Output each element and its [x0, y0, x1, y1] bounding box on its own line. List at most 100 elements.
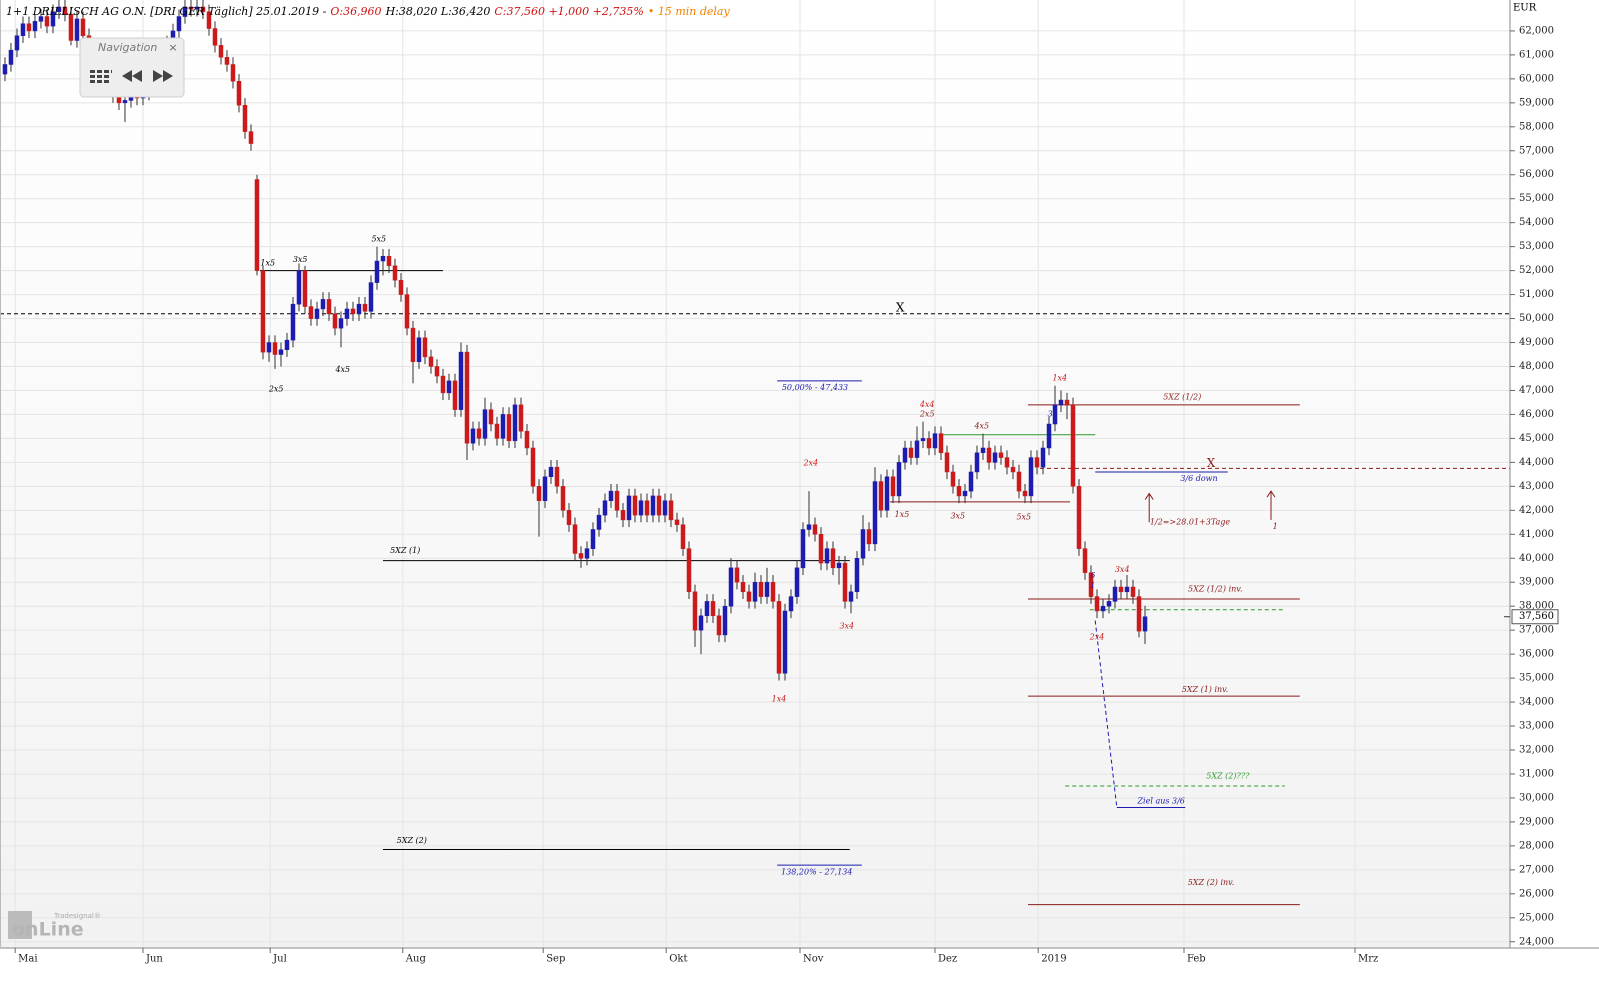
- candle-body: [80, 18, 86, 36]
- candle-body: [446, 380, 452, 394]
- y-tick-label: 37,000: [1519, 625, 1554, 636]
- y-tick-label: 27,000: [1519, 864, 1554, 875]
- rewind-button[interactable]: [122, 70, 142, 82]
- candle-body: [308, 306, 314, 319]
- candle-body: [626, 495, 632, 521]
- candle-body: [248, 131, 254, 144]
- candle-body: [1028, 457, 1034, 497]
- candle-body: [530, 447, 536, 487]
- candle-body: [1016, 471, 1022, 492]
- candle-body: [1064, 399, 1070, 406]
- y-tick-label: 40,000: [1519, 553, 1554, 564]
- candle-body: [14, 35, 20, 51]
- candle-body: [2, 64, 8, 75]
- candle-body: [536, 486, 542, 501]
- candle-body: [680, 524, 686, 549]
- y-tick-label: 35,000: [1519, 673, 1554, 684]
- y-tick-label: 45,000: [1519, 433, 1554, 444]
- annotation: 6: [1090, 571, 1095, 580]
- candle-body: [422, 337, 428, 358]
- candle-body: [638, 500, 644, 516]
- annotation: 1x5: [895, 510, 910, 519]
- y-tick-label: 59,000: [1519, 97, 1554, 108]
- navigation-close[interactable]: ×: [168, 41, 177, 54]
- annotation: 3/6 down: [1180, 474, 1217, 483]
- candle-body: [206, 11, 212, 29]
- candle-body: [692, 591, 698, 631]
- candle-body: [182, 6, 188, 17]
- candle-body: [968, 471, 974, 492]
- candle-body: [392, 265, 398, 281]
- candle-body: [662, 500, 668, 516]
- candle-body: [1118, 586, 1124, 593]
- candle-body: [686, 548, 692, 593]
- candle-body: [854, 558, 860, 593]
- annotation: 5x5: [371, 234, 386, 243]
- x-tick-label: Sep: [546, 954, 565, 965]
- last-price-box: [1511, 609, 1559, 625]
- candle-body: [524, 430, 530, 449]
- forward-button[interactable]: [153, 70, 173, 82]
- plot-background: [0, 0, 1510, 948]
- x-tick-label: Nov: [803, 954, 824, 965]
- y-tick-label: 46,000: [1519, 409, 1554, 420]
- candle-body: [224, 57, 230, 65]
- candle-body: [650, 495, 656, 516]
- candle-body: [668, 500, 674, 521]
- candle-body: [188, 6, 194, 10]
- y-unit: EUR: [1513, 3, 1537, 14]
- header-part: • 15 min delay: [648, 5, 731, 18]
- candle-body: [914, 440, 920, 458]
- candle-body: [938, 433, 944, 454]
- x-tick-label: Jul: [272, 954, 287, 965]
- candle-body: [842, 562, 848, 602]
- y-tick-label: 48,000: [1519, 361, 1554, 372]
- candle-body: [1136, 596, 1142, 632]
- y-tick-label: 43,000: [1519, 481, 1554, 492]
- candle-body: [800, 529, 806, 569]
- x-tick-label: 2019: [1041, 954, 1066, 965]
- y-tick-label: 42,000: [1519, 505, 1554, 516]
- y-tick-label: 33,000: [1519, 721, 1554, 732]
- candle-body: [566, 510, 572, 525]
- y-tick-label: 61,000: [1519, 49, 1554, 60]
- candle-body: [806, 524, 812, 530]
- candle-body: [20, 23, 26, 36]
- header-part: 1+1 DRILLISCH AG O.N. [DRI GER Täglich] …: [6, 5, 327, 18]
- y-tick-label: 38,000: [1519, 601, 1554, 612]
- candle-body: [296, 270, 302, 305]
- candle-body: [254, 179, 260, 271]
- arrow-head: [1266, 490, 1276, 498]
- y-tick-label: 54,000: [1519, 217, 1554, 228]
- candle-body: [746, 591, 752, 602]
- candle-body: [1046, 423, 1052, 449]
- candle-body: [992, 452, 998, 463]
- header-part: H:38,020 L:36,420: [385, 5, 491, 18]
- y-tick-label: 56,000: [1519, 169, 1554, 180]
- grid-button[interactable]: [90, 70, 112, 83]
- annotation: 3: [1070, 460, 1075, 469]
- y-tick-label: 50,000: [1519, 313, 1554, 324]
- navigation-panel: Navigation ×: [79, 37, 185, 98]
- candle-body: [794, 567, 800, 597]
- candle-body: [428, 356, 434, 367]
- candle-body: [380, 255, 386, 262]
- candle-body: [1130, 586, 1136, 597]
- annotation: Ziel aus 3/6: [1137, 797, 1185, 806]
- arrow-head: [1144, 492, 1154, 500]
- axes: 24,000 25,000 26,000 27,000 28,000 29,000 30,0…: [14, 25, 1559, 965]
- candle-body: [986, 447, 992, 463]
- candle-body: [1088, 572, 1094, 597]
- candle-body: [818, 534, 824, 564]
- candle-body: [740, 581, 746, 593]
- annotation: 5XZ (1/2) inv.: [1188, 584, 1242, 593]
- candle-body: [980, 447, 986, 454]
- candle-body: [632, 495, 638, 516]
- candle-body: [788, 596, 794, 612]
- candle-body: [614, 490, 620, 511]
- annotation: 3x4: [1115, 565, 1130, 574]
- candle-body: [710, 601, 716, 617]
- candle-body: [878, 481, 884, 511]
